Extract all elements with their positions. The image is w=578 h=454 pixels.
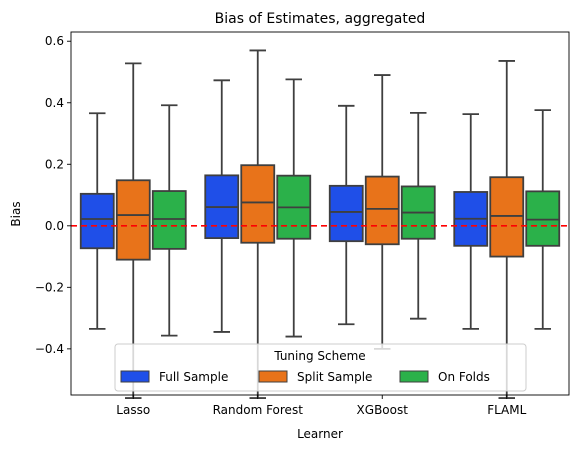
x-axis: Lasso Random Forest XGBoost FLAML bbox=[116, 395, 527, 417]
box-iqr bbox=[525, 190, 561, 247]
legend-swatch bbox=[258, 370, 288, 383]
box-iqr bbox=[151, 190, 187, 250]
y-tick-label: 0.4 bbox=[45, 96, 64, 110]
box-iqr bbox=[79, 192, 115, 250]
x-tick-label: XGBoost bbox=[357, 403, 409, 417]
box-iqr bbox=[489, 176, 525, 258]
x-tick-label: Lasso bbox=[116, 403, 150, 417]
box-iqr bbox=[240, 164, 276, 244]
box-iqr bbox=[364, 175, 400, 246]
box-split-sample-xgboost bbox=[364, 74, 400, 350]
legend-item: Split Sample bbox=[258, 370, 372, 384]
y-tick-label: 0.2 bbox=[45, 157, 64, 171]
y-tick-label: −0.4 bbox=[35, 342, 64, 356]
legend-label: Split Sample bbox=[297, 370, 372, 384]
box-full-sample-lasso bbox=[79, 112, 115, 330]
box-on-folds-random-forest bbox=[276, 78, 312, 338]
y-tick-label: 0.6 bbox=[45, 34, 64, 48]
chart-title: Bias of Estimates, aggregated bbox=[215, 11, 426, 27]
box-full-sample-random-forest bbox=[204, 79, 240, 333]
legend: Tuning Scheme Full Sample Split Sample On … bbox=[114, 343, 527, 392]
legend-item: Full Sample bbox=[120, 370, 228, 384]
x-tick-label: Random Forest bbox=[213, 403, 304, 417]
y-tick-label: 0.0 bbox=[45, 219, 64, 233]
box-on-folds-flaml bbox=[525, 109, 561, 330]
legend-swatch bbox=[399, 370, 429, 383]
y-tick-label: −0.2 bbox=[35, 280, 64, 294]
box-full-sample-xgboost bbox=[328, 104, 364, 326]
box-iqr bbox=[328, 184, 364, 243]
legend-item: On Folds bbox=[399, 370, 490, 384]
box-split-sample-flaml bbox=[489, 60, 525, 399]
box-iqr bbox=[115, 179, 151, 261]
box-full-sample-flaml bbox=[453, 113, 489, 330]
legend-title: Tuning Scheme bbox=[273, 349, 365, 363]
legend-label: On Folds bbox=[438, 370, 490, 384]
y-axis-label: Bias bbox=[9, 201, 23, 226]
box-on-folds-xgboost bbox=[400, 112, 436, 320]
legend-label: Full Sample bbox=[159, 370, 228, 384]
box-on-folds-lasso bbox=[151, 104, 187, 337]
legend-swatch bbox=[120, 370, 150, 383]
y-axis: −0.4 −0.2 0.0 0.2 0.4 0.6 bbox=[35, 34, 71, 356]
plot-frame bbox=[70, 31, 570, 396]
x-tick-label: FLAML bbox=[487, 403, 526, 417]
box-split-sample-random-forest bbox=[240, 49, 276, 399]
x-axis-label: Learner bbox=[297, 427, 343, 441]
